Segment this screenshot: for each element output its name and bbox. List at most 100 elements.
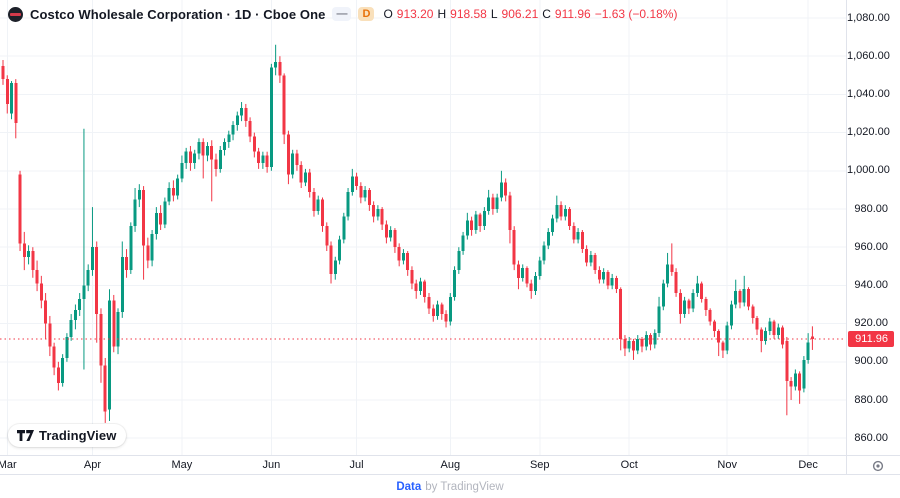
candle-up (653, 333, 657, 345)
candle-up (482, 210, 486, 227)
candle-down (201, 142, 205, 156)
candle-up (303, 172, 307, 183)
candle-up (193, 153, 197, 164)
axis-corner (846, 455, 900, 475)
candle-up (376, 209, 380, 217)
candle-up (644, 335, 648, 347)
low-value: 906.21 (501, 7, 539, 21)
candle-down (103, 365, 107, 412)
candle-down (210, 145, 214, 160)
candle-down (585, 249, 589, 263)
price-axis-label: 1,060.00 (847, 49, 890, 62)
candle-down (559, 205, 563, 217)
candle-down (755, 317, 759, 330)
candle-down (282, 75, 286, 135)
current-price-tag: 911.96 (848, 330, 894, 347)
candle-down (56, 367, 60, 383)
candle-up (240, 107, 244, 116)
candle-up (666, 264, 670, 284)
candle-up (793, 373, 797, 387)
candle-up (542, 245, 546, 261)
open-label: O (383, 7, 393, 21)
candle-down (397, 247, 401, 261)
candle-up (27, 251, 31, 257)
candle-down (252, 136, 256, 152)
timeframe-badge[interactable]: D (358, 7, 375, 21)
candle-down (759, 329, 763, 341)
candle-down (747, 289, 750, 307)
tradingview-mark-icon (17, 430, 34, 441)
candle-up (291, 153, 295, 175)
candle-down (325, 226, 329, 246)
candle-down (372, 205, 376, 217)
candle-down (299, 165, 303, 183)
candle-down (265, 155, 269, 167)
candle-up (521, 268, 525, 278)
candle-up (418, 281, 422, 292)
candle-up (120, 256, 124, 313)
candle-down (188, 151, 192, 164)
candle-down (508, 195, 512, 231)
time-axis-label: Dec (798, 459, 818, 471)
time-axis-label: Oct (620, 459, 638, 471)
candle-down (355, 176, 359, 187)
candle-up (10, 82, 14, 114)
candle-down (146, 245, 150, 261)
time-axis[interactable]: Mar Apr May Jun Jul Aug Sep Oct Nov Dec (0, 455, 846, 475)
candle-up (576, 231, 580, 240)
candle-up (231, 124, 235, 135)
candle-up (61, 357, 65, 383)
data-link[interactable]: Data (396, 480, 422, 493)
time-axis-label: Jul (349, 459, 364, 471)
candle-up (154, 212, 158, 234)
candle-up (487, 197, 491, 211)
candlestick-chart-canvas[interactable] (0, 0, 846, 455)
candle-up (78, 298, 82, 311)
candle-down (410, 270, 414, 284)
candle-up (636, 338, 640, 351)
candle-up (167, 187, 171, 202)
candle-down (414, 283, 418, 292)
candle-up (137, 189, 141, 200)
candle-down (244, 107, 248, 122)
candle-down (39, 283, 43, 301)
tradingview-logo[interactable]: TradingView (8, 424, 127, 447)
candle-down (597, 270, 601, 280)
candle-down (568, 209, 572, 227)
candle-down (619, 289, 623, 339)
time-axis-label: Sep (529, 459, 550, 471)
candle-up (589, 254, 593, 263)
candle-up (457, 251, 461, 271)
candle-down (359, 186, 363, 198)
costco-symbol-logo-icon (8, 6, 23, 22)
candle-down (687, 300, 691, 309)
candle-down (99, 314, 103, 366)
candle-down (5, 79, 9, 104)
candle-up (448, 296, 452, 322)
candle-up (235, 115, 239, 125)
candle-up (555, 205, 559, 219)
candle-down (789, 380, 793, 387)
candle-down (142, 189, 146, 246)
candle-up (180, 163, 184, 179)
price-axis[interactable]: 911.96 1,080.00 1,060.00 1,040.00 1,020.00 1… (846, 0, 900, 455)
candle-down (125, 256, 129, 271)
candle-down (504, 182, 508, 196)
candle-up (734, 291, 738, 305)
candle-up (333, 260, 337, 274)
candle-down (171, 187, 175, 196)
candle-down (380, 209, 384, 225)
candle-down (52, 346, 56, 368)
high-label: H (437, 7, 447, 21)
time-axis-label: Aug (440, 459, 461, 471)
candle-down (31, 251, 35, 271)
symbol-title[interactable]: Costco Wholesale Corporation · 1D · Cboe… (30, 6, 326, 22)
candle-up (90, 247, 94, 271)
candle-down (295, 153, 299, 166)
candle-down (721, 342, 725, 351)
visibility-toggle-button[interactable]: — (332, 7, 352, 21)
candle-down (257, 151, 261, 164)
price-scale-settings-gear-icon[interactable] (871, 459, 885, 473)
candle-down (512, 230, 516, 265)
